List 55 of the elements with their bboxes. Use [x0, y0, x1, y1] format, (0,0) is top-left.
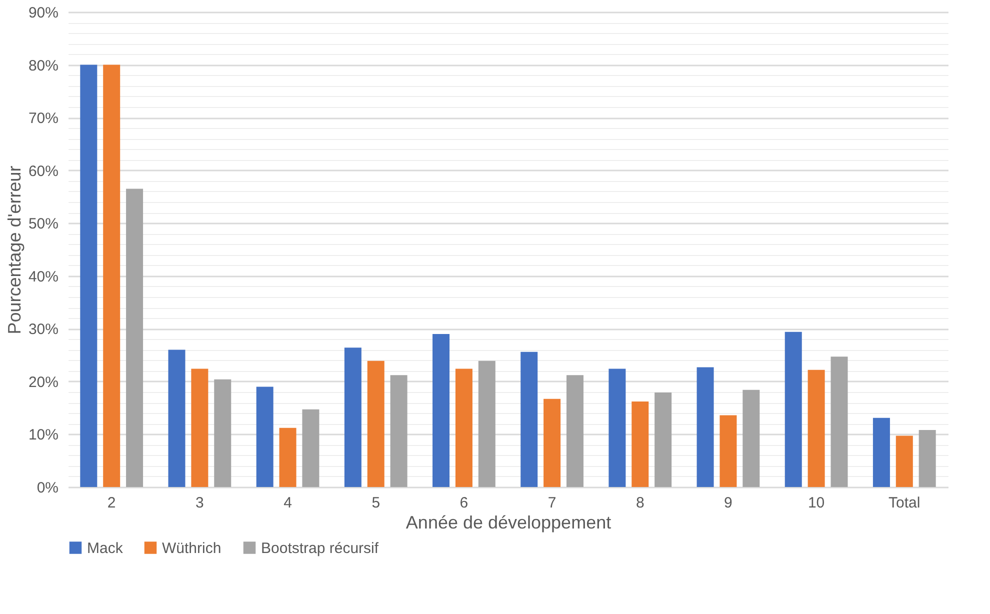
x-tick-label: 6 — [460, 494, 468, 512]
bar — [720, 415, 737, 487]
bar — [344, 348, 362, 487]
y-tick-label: 20% — [28, 374, 58, 391]
bar — [696, 367, 714, 487]
bar — [784, 332, 802, 487]
x-tick-label: 4 — [284, 494, 292, 512]
x-tick-label: Total — [888, 494, 920, 512]
y-tick-label: 50% — [28, 216, 58, 233]
bar — [520, 352, 538, 487]
bar — [632, 402, 649, 487]
legend-label: Bootstrap récursif — [261, 540, 380, 557]
bar — [191, 368, 208, 487]
x-tick-label: 3 — [196, 494, 204, 512]
x-tick-label: 9 — [724, 494, 732, 512]
y-tick-label: 70% — [28, 110, 58, 128]
bar — [279, 428, 296, 487]
bar — [918, 430, 936, 487]
x-tick-label: 2 — [107, 494, 116, 512]
bar — [80, 64, 98, 487]
y-tick-label: 10% — [28, 426, 58, 444]
x-tick-label: 7 — [548, 494, 556, 512]
y-tick-label: 30% — [28, 321, 58, 338]
bar — [168, 350, 186, 487]
bar — [478, 360, 496, 487]
bar — [126, 188, 144, 487]
x-axis-title: Année de développement — [406, 512, 612, 532]
bar — [103, 64, 120, 487]
bar — [742, 390, 760, 487]
bar — [808, 370, 825, 487]
x-tick-label: 10 — [808, 494, 825, 512]
bar — [390, 375, 408, 487]
bar — [455, 368, 472, 487]
bar — [214, 379, 232, 487]
y-tick-label: 40% — [28, 268, 58, 286]
bar — [654, 392, 672, 487]
bar — [566, 375, 584, 487]
legend-label: Wüthrich — [162, 540, 222, 557]
y-tick-label: 60% — [28, 162, 58, 180]
bar — [256, 386, 274, 487]
y-tick-label: 90% — [28, 4, 58, 22]
bar — [608, 368, 626, 487]
y-tick-label: 80% — [28, 57, 58, 74]
bar — [432, 334, 450, 487]
legend-label: Mack — [87, 540, 124, 557]
bar — [367, 360, 384, 487]
y-tick-label: 0% — [36, 480, 58, 496]
bar — [830, 356, 848, 487]
bar — [302, 409, 320, 487]
x-tick-label: 5 — [372, 494, 380, 512]
bar — [544, 398, 561, 487]
y-axis-title: Pourcentage d'erreur — [4, 166, 24, 334]
bar — [872, 418, 890, 487]
bar — [896, 436, 913, 487]
x-tick-label: 8 — [636, 494, 644, 512]
